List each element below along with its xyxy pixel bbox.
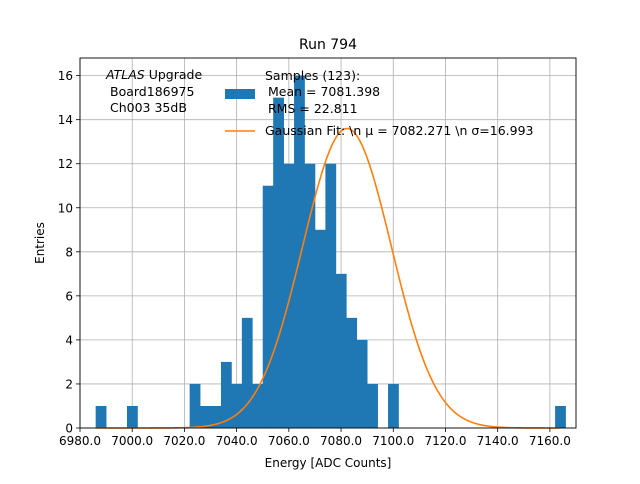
x-tick-label: 7040.0 — [216, 434, 258, 448]
legend-histogram-patch — [225, 89, 255, 99]
x-tick-label: 7000.0 — [111, 434, 153, 448]
x-axis-ticks: 6980.0 7000.0 7020.0 7040.0 7060.0 7080.0 7100… — [59, 428, 571, 448]
legend-samples-line: Samples (123): — [265, 68, 360, 83]
histogram-bar — [283, 163, 295, 428]
x-tick-label: 6980.0 — [59, 434, 101, 448]
y-tick-label: 10 — [58, 201, 73, 215]
y-tick-label: 0 — [65, 422, 73, 436]
histogram-bar — [95, 405, 107, 428]
histogram-bar — [325, 163, 337, 428]
x-tick-label: 7120.0 — [424, 434, 466, 448]
histogram-bar — [388, 383, 399, 428]
y-tick-label: 12 — [58, 157, 73, 171]
upgrade-word: Upgrade — [145, 67, 203, 82]
legend: Samples (123): Mean = 7081.398 RMS = 22.… — [225, 68, 534, 138]
histogram-bar — [335, 273, 347, 428]
y-tick-label: 4 — [65, 333, 73, 347]
histogram-bar — [210, 405, 222, 428]
legend-rms-line: RMS = 22.811 — [268, 101, 358, 116]
x-axis-label: Energy [ADC Counts] — [265, 456, 392, 470]
x-tick-label: 7080.0 — [320, 434, 362, 448]
atlas-word: ATLAS — [105, 67, 145, 82]
x-tick-label: 7100.0 — [372, 434, 414, 448]
legend-fit-label: Gaussian Fit: \n μ = 7082.271 \n σ=16.99… — [265, 123, 534, 138]
y-tick-label: 2 — [65, 377, 73, 391]
annotation-line-2: Board186975 — [110, 84, 194, 99]
histogram-bar — [555, 405, 566, 428]
x-tick-label: 7060.0 — [268, 434, 310, 448]
x-tick-label: 7160.0 — [529, 434, 571, 448]
histogram-bar — [367, 383, 378, 428]
chart-title: Run 794 — [299, 37, 357, 53]
histogram-bar — [273, 97, 284, 429]
histogram-bar — [314, 229, 326, 428]
y-tick-label: 16 — [58, 69, 73, 83]
histogram-bar — [126, 405, 138, 428]
y-tick-label: 8 — [65, 245, 73, 259]
histogram-bar — [189, 383, 201, 428]
y-axis-ticks: 0 2 4 6 8 10 12 14 16 — [58, 69, 80, 436]
histogram-bar — [231, 383, 243, 428]
histogram-bar — [356, 339, 368, 428]
histogram-bar — [346, 317, 358, 428]
atlas-annotation: ATLAS Upgrade Board186975 Ch003 35dB — [105, 67, 202, 115]
y-tick-label: 14 — [58, 113, 73, 127]
histogram-bars — [95, 75, 566, 429]
histogram-bar — [304, 163, 316, 428]
histogram-bar — [252, 383, 264, 428]
y-axis-label: Entries — [33, 222, 47, 264]
annotation-line-1: ATLAS Upgrade — [105, 67, 202, 82]
annotation-line-3: Ch003 35dB — [110, 100, 187, 115]
histogram-bar — [220, 361, 232, 428]
y-tick-label: 6 — [65, 289, 73, 303]
x-tick-label: 7140.0 — [477, 434, 519, 448]
histogram-bar — [262, 185, 274, 428]
histogram-bar — [200, 405, 211, 428]
histogram-bar — [241, 317, 253, 428]
plot-frame — [79, 57, 577, 429]
x-tick-label: 7020.0 — [163, 434, 205, 448]
legend-mean-line: Mean = 7081.398 — [268, 84, 380, 99]
histogram-bar — [294, 75, 305, 428]
